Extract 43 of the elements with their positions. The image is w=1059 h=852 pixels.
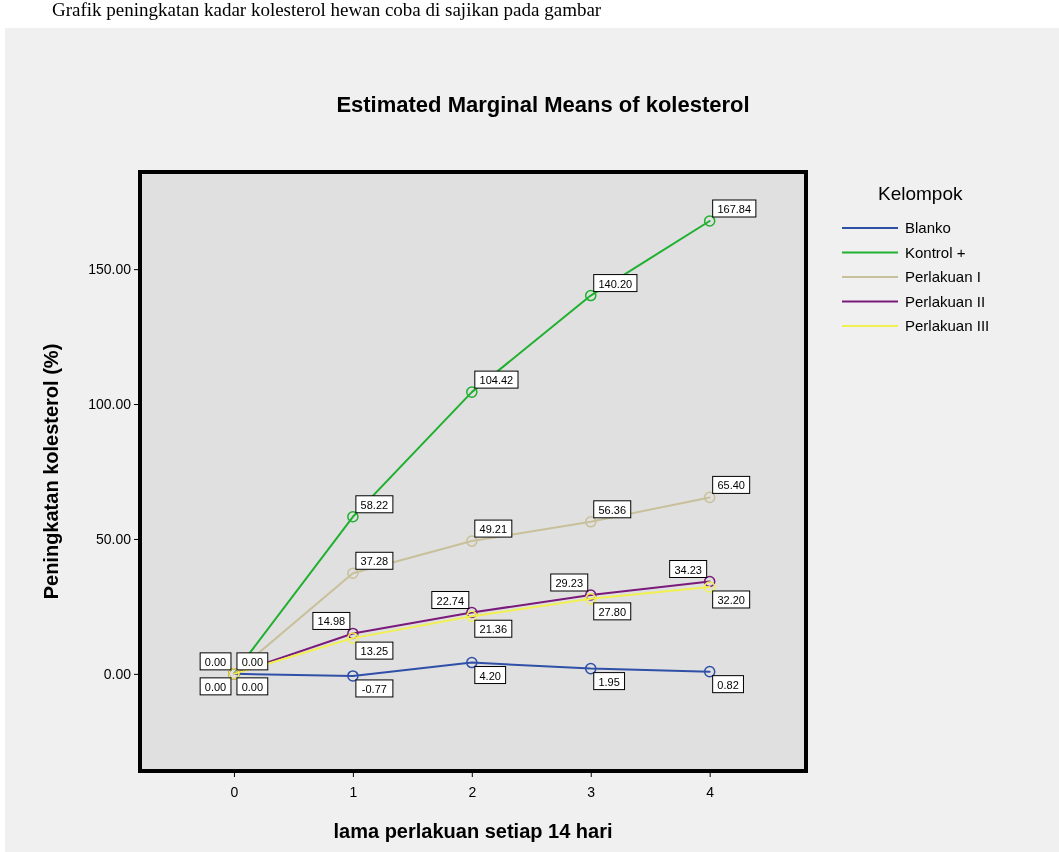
legend-label: Perlakuan III (905, 317, 990, 334)
data-label: 14.98 (317, 615, 346, 628)
x-axis-title: lama perlakuan setiap 14 hari (333, 820, 613, 842)
legend-label: Perlakuan I (905, 268, 981, 285)
data-label: 56.36 (598, 503, 626, 516)
data-label: 22.74 (436, 594, 465, 607)
data-label: 167.84 (717, 203, 752, 215)
data-label: 0.00 (241, 655, 264, 668)
y-tick-label: 150.00 (88, 261, 132, 278)
data-label: 4.20 (479, 669, 501, 682)
x-tick-label: 0 (230, 783, 239, 800)
legend-label: Perlakuan II (905, 292, 986, 310)
legend-label: Kontrol + (905, 243, 966, 261)
data-label: 29.23 (555, 577, 583, 589)
legend-title: Kelompok (878, 183, 963, 204)
legend-label: Blanko (905, 219, 951, 236)
data-label: 0.82 (717, 678, 739, 691)
data-label: 49.21 (479, 523, 508, 536)
y-axis-title: Peningkatan kolesterol (%) (40, 343, 62, 600)
data-label: 65.40 (717, 479, 745, 492)
data-label: 58.22 (360, 498, 389, 511)
x-tick-label: 3 (587, 783, 596, 800)
data-label: 0.00 (204, 655, 227, 668)
x-tick-label: 4 (706, 783, 715, 800)
y-tick-label: 100.00 (88, 396, 132, 413)
data-label: 0.00 (204, 680, 227, 693)
y-tick-label: 0.00 (103, 665, 132, 682)
data-label: 140.20 (598, 277, 633, 290)
data-label: 1.95 (598, 675, 620, 688)
data-label: 104.42 (479, 374, 514, 387)
x-tick-label: 1 (349, 783, 358, 800)
data-label: 37.28 (360, 555, 389, 568)
data-label: 34.23 (674, 563, 702, 576)
data-label: 32.20 (717, 593, 745, 606)
data-label: 27.80 (598, 605, 626, 618)
data-label: 21.36 (479, 623, 508, 636)
chart-title: Estimated Marginal Means of kolesterol (336, 92, 750, 117)
text: Grafik peningkatan kadar kolesterol hewan coba di sajikan pada gambar (52, 0, 602, 20)
y-tick-label: 50.00 (95, 530, 132, 547)
data-label: 13.25 (360, 645, 389, 658)
data-label: -0.77 (361, 682, 387, 695)
data-label: 0.00 (241, 680, 264, 693)
x-tick-label: 2 (468, 783, 477, 800)
